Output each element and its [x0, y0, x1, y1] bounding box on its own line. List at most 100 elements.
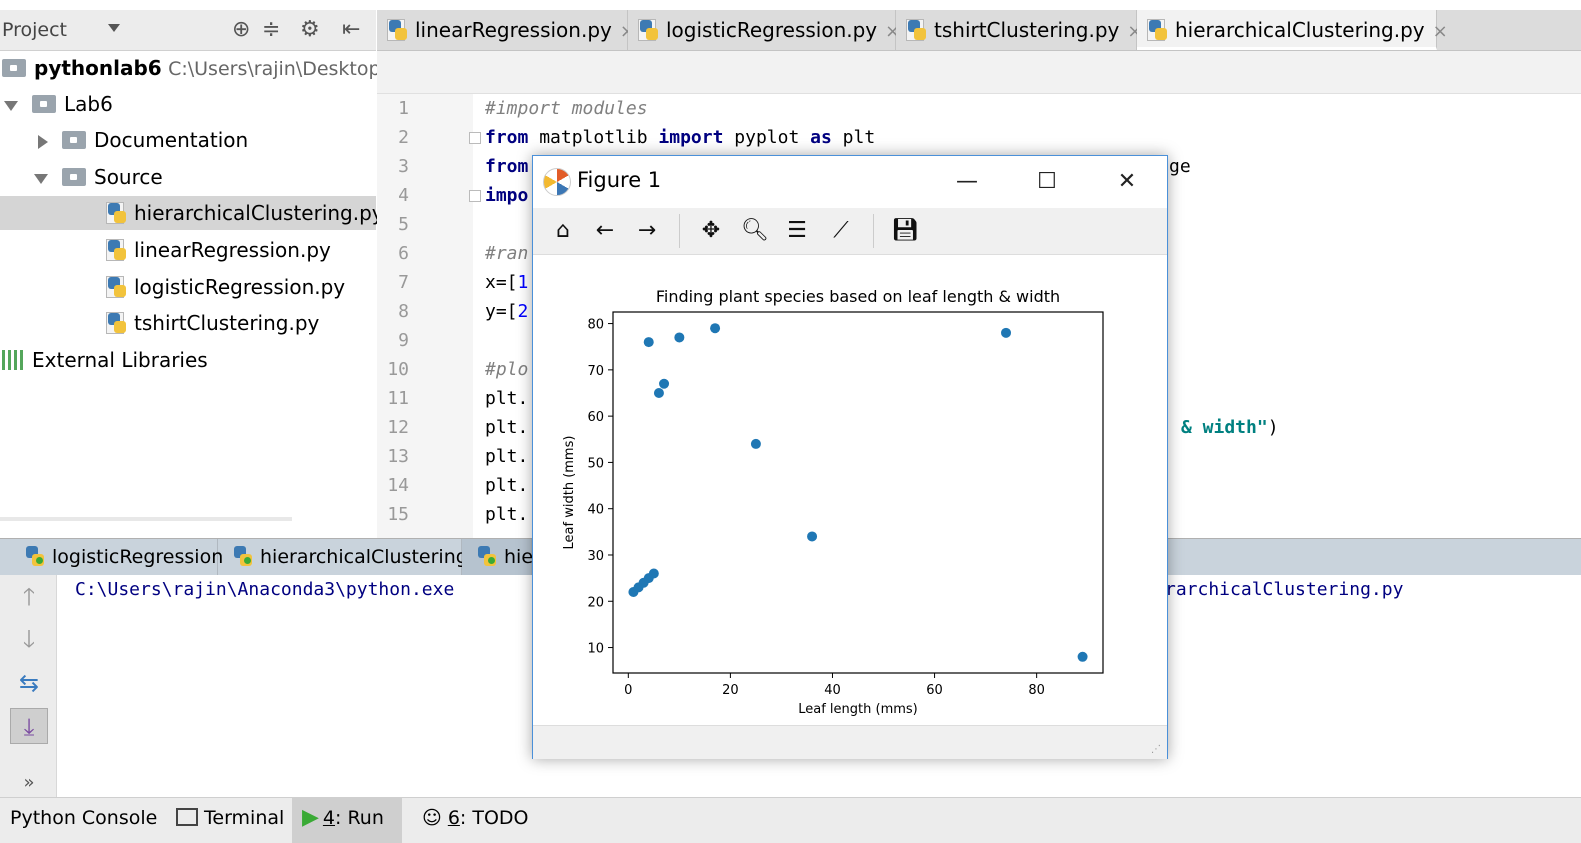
code-line-12-tail: & width") — [1181, 417, 1279, 438]
more-icon[interactable]: » — [23, 772, 35, 793]
tree-item-label: logisticRegression.py — [134, 275, 346, 299]
tab-label: logisticRegression.py — [666, 18, 878, 42]
y-tick-label: 30 — [587, 549, 604, 564]
x-axis-label: Leaf length (mms) — [798, 702, 918, 717]
forward-arrow-icon[interactable]: → — [637, 218, 657, 243]
line-number: 10 — [387, 359, 409, 380]
maximize-icon[interactable]: ☐ — [1037, 169, 1057, 194]
tree-item-lab6[interactable]: Lab6 — [0, 87, 376, 121]
project-tree: pythonlab6 C:\Users\rajin\Desktop\p Lab6… — [0, 51, 399, 521]
todo-button[interactable]: ☺ 6: TODO — [422, 807, 529, 829]
run-tab-hierarchicalclustering[interactable]: hierarchicalClustering — [218, 539, 468, 575]
fold-marker-icon[interactable] — [469, 190, 481, 202]
collapse-all-icon[interactable]: ≑ — [262, 17, 281, 42]
tab-tshirtclustering[interactable]: tshirtClustering.py × — [896, 10, 1142, 50]
run-button[interactable]: ▶ 4: Run — [292, 798, 402, 843]
root-path: C:\Users\rajin\Desktop\p — [168, 58, 400, 80]
code-line-6: #ran — [485, 243, 529, 264]
hide-panel-icon[interactable]: ⇤ — [342, 17, 361, 42]
tab-logisticregression[interactable]: logisticRegression.py × — [628, 10, 900, 50]
x-tick-label: 80 — [1028, 683, 1045, 698]
back-arrow-icon[interactable]: ← — [595, 218, 615, 243]
python-file-icon — [106, 238, 126, 261]
libraries-icon — [2, 349, 24, 370]
close-icon[interactable]: × — [1432, 21, 1448, 42]
arrow-down-icon[interactable]: 🡓 — [22, 625, 36, 653]
tree-root-pythonlab6[interactable]: pythonlab6 C:\Users\rajin\Desktop\p — [0, 51, 399, 85]
terminal-button[interactable]: Terminal — [166, 798, 294, 843]
code-line-13: plt. — [485, 446, 529, 467]
folder-icon — [62, 130, 86, 149]
expand-arrow-icon[interactable] — [4, 100, 18, 111]
tab-label: tshirtClustering.py — [934, 18, 1120, 42]
gear-icon[interactable]: ⚙ — [300, 17, 320, 42]
project-view-dropdown-icon[interactable] — [108, 24, 120, 32]
tree-item-external-libraries[interactable]: External Libraries — [0, 343, 376, 377]
figure-canvas[interactable]: Finding plant species based on leaf leng… — [533, 255, 1167, 725]
tree-item-logisticregression[interactable]: logisticRegression.py — [0, 270, 376, 304]
line-number: 13 — [387, 446, 409, 467]
tree-item-tshirtclustering[interactable]: tshirtClustering.py — [0, 306, 376, 340]
tree-item-documentation[interactable]: Documentation — [0, 123, 376, 157]
expand-arrow-icon[interactable] — [34, 173, 48, 184]
figure-window: Figure 1 — ☐ ✕ ⌂ ← → ✥ 🔍︎ ☰ ⟋ 💾︎ Finding… — [532, 155, 1168, 759]
tree-item-hierarchicalclustering[interactable]: hierarchicalClustering.py — [0, 196, 384, 230]
python-file-icon — [387, 18, 407, 41]
line-number: 2 — [398, 127, 409, 148]
zoom-icon[interactable]: 🔍︎ — [741, 218, 769, 243]
soft-wrap-icon[interactable]: ⇆ — [18, 669, 40, 697]
save-icon[interactable]: 💾︎ — [891, 218, 919, 243]
data-point — [659, 378, 670, 389]
todo-icon: ☺ — [422, 807, 442, 829]
fold-marker-icon[interactable] — [469, 132, 481, 144]
tree-item-linearregression[interactable]: linearRegression.py — [0, 233, 376, 267]
horizontal-scrollbar[interactable] — [0, 517, 292, 521]
project-panel-title[interactable]: Project — [2, 19, 68, 41]
code-line-7: x=[1 — [485, 272, 529, 293]
tool-window-bar: Python Console Terminal ▶ 4: Run ☺ 6: TODO — [0, 797, 1581, 843]
minimize-icon[interactable]: — — [956, 169, 978, 194]
locate-icon[interactable]: ⊕ — [232, 17, 251, 42]
close-icon[interactable]: ✕ — [1117, 169, 1137, 194]
editor-breadcrumb-bar — [377, 51, 1581, 94]
root-name: pythonlab6 — [34, 56, 162, 80]
tree-item-source[interactable]: Source — [0, 160, 376, 194]
data-point — [1077, 651, 1088, 662]
figure-titlebar[interactable]: Figure 1 — ☐ ✕ — [533, 156, 1167, 208]
y-tick-label: 20 — [587, 595, 604, 610]
run-side-toolbar: 🡑 🡓 ⇆ ⤓ » — [0, 575, 57, 797]
y-tick-label: 60 — [587, 410, 604, 425]
folder-icon — [62, 167, 86, 186]
run-tab-label: logisticRegression — [52, 546, 224, 568]
resize-grip-icon[interactable]: ⋰ — [1151, 744, 1161, 755]
figure-status-bar: ⋰ — [533, 725, 1167, 759]
project-panel-header: Project ⊕ ≑ ⚙ ⇤ — [0, 10, 376, 51]
arrow-up-icon[interactable]: 🡑 — [22, 583, 36, 611]
figure-title: Figure 1 — [577, 168, 662, 192]
run-tab-active[interactable]: hie — [462, 539, 533, 575]
scroll-to-end-icon[interactable]: ⤓ — [10, 708, 48, 744]
tree-item-label: hierarchicalClustering.py — [134, 201, 384, 225]
code-line-4: impo — [485, 185, 529, 206]
edit-axis-icon[interactable]: ⟋ — [833, 218, 849, 243]
subplots-config-icon[interactable]: ☰ — [787, 218, 807, 243]
line-number: 4 — [398, 185, 409, 206]
code-line-2: from matplotlib import pyplot as plt — [485, 127, 876, 148]
tab-hierarchicalclustering[interactable]: hierarchicalClustering.py × — [1137, 10, 1448, 50]
tab-linearregression[interactable]: linearRegression.py× — [377, 10, 635, 50]
folder-icon — [32, 94, 56, 113]
home-icon[interactable]: ⌂ — [556, 218, 570, 243]
pan-icon[interactable]: ✥ — [701, 218, 721, 243]
run-tab-logisticregression[interactable]: logisticRegression — [10, 539, 223, 575]
python-console-button[interactable]: Python Console — [10, 807, 158, 829]
python-file-icon — [106, 201, 126, 224]
line-number: 1 — [398, 98, 409, 119]
plot-frame — [612, 311, 1104, 674]
data-point — [653, 387, 664, 398]
x-tick-label: 60 — [926, 683, 943, 698]
line-number: 11 — [387, 388, 409, 409]
editor-gutter: 1 2 3 4 5 6 7 8 9 10 11 12 13 14 15 — [377, 94, 481, 538]
code-line-3-tail: ge — [1169, 156, 1191, 177]
collapse-arrow-icon[interactable] — [38, 134, 48, 149]
code-line-14: plt. — [485, 475, 529, 496]
